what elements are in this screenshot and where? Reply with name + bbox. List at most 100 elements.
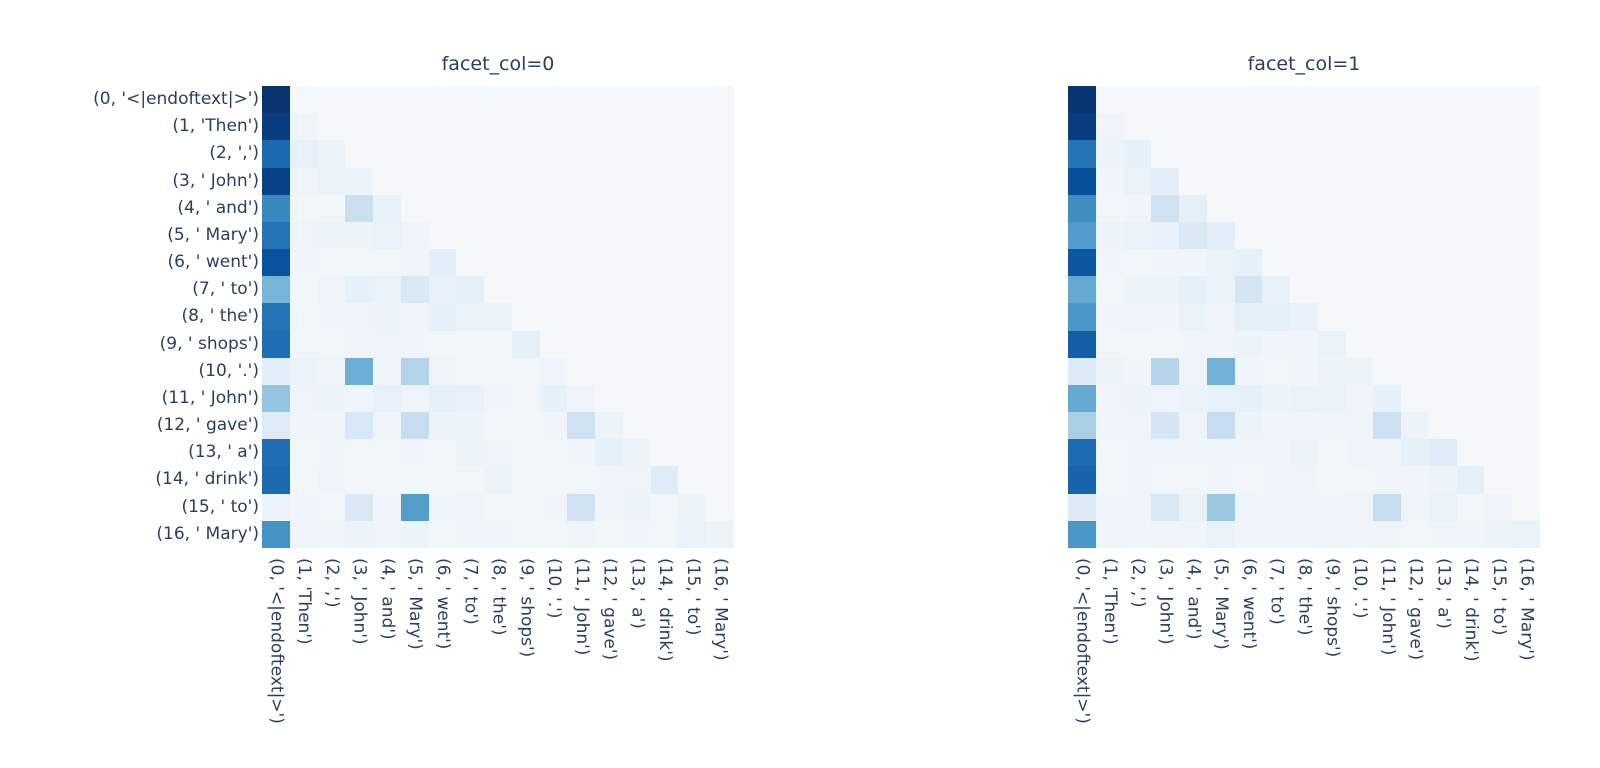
heatmap-cell[interactable] [539, 493, 568, 521]
heatmap-cell[interactable] [317, 303, 346, 331]
heatmap-cell[interactable] [1317, 412, 1346, 440]
heatmap-cell[interactable] [1151, 330, 1180, 358]
heatmap-cell[interactable] [622, 276, 651, 304]
heatmap-cell[interactable] [622, 86, 651, 114]
heatmap-cell[interactable] [1512, 439, 1540, 467]
heatmap-cell[interactable] [1234, 357, 1263, 385]
heatmap-cell[interactable] [373, 330, 401, 358]
heatmap-cell[interactable] [595, 520, 623, 548]
heatmap-cell[interactable] [1262, 140, 1291, 168]
heatmap-cell[interactable] [317, 384, 346, 413]
heatmap-cell[interactable] [1456, 140, 1485, 168]
heatmap-cell[interactable] [456, 276, 485, 304]
heatmap-cell[interactable] [1401, 140, 1429, 168]
heatmap-cell[interactable] [1317, 276, 1346, 304]
heatmap-cell[interactable] [317, 113, 346, 141]
heatmap-cell[interactable] [289, 140, 318, 168]
heatmap-cell[interactable] [1262, 194, 1291, 222]
heatmap-cell[interactable] [1512, 384, 1540, 413]
heatmap-cell[interactable] [595, 303, 623, 331]
heatmap-cell[interactable] [1428, 493, 1457, 521]
heatmap-cell[interactable] [262, 167, 290, 195]
heatmap-cell[interactable] [1151, 276, 1180, 304]
heatmap-cell[interactable] [1290, 384, 1318, 413]
heatmap-cell[interactable] [1234, 194, 1263, 222]
heatmap-cell[interactable] [1095, 412, 1124, 440]
heatmap-cell[interactable] [1345, 303, 1374, 331]
heatmap-cell[interactable] [678, 384, 707, 413]
heatmap-cell[interactable] [1234, 221, 1263, 250]
heatmap-cell[interactable] [262, 384, 290, 413]
heatmap-cell[interactable] [1151, 520, 1180, 548]
heatmap-cell[interactable] [289, 466, 318, 494]
heatmap-cell[interactable] [1428, 384, 1457, 413]
heatmap-cell[interactable] [706, 357, 734, 385]
heatmap-cell[interactable] [345, 384, 374, 413]
heatmap-cell[interactable] [484, 221, 512, 250]
heatmap-cell[interactable] [1401, 493, 1429, 521]
heatmap-cell[interactable] [1428, 276, 1457, 304]
heatmap-cell[interactable] [1456, 113, 1485, 141]
heatmap-cell[interactable] [622, 140, 651, 168]
heatmap-cell[interactable] [1428, 357, 1457, 385]
heatmap-cell[interactable] [1151, 86, 1180, 114]
heatmap-cell[interactable] [678, 303, 707, 331]
heatmap-cell[interactable] [650, 466, 679, 494]
heatmap-cell[interactable] [373, 167, 401, 195]
heatmap-cell[interactable] [1373, 276, 1402, 304]
heatmap-cell[interactable] [400, 466, 429, 494]
heatmap-cell[interactable] [650, 276, 679, 304]
heatmap-cell[interactable] [1401, 194, 1429, 222]
heatmap-cell[interactable] [1345, 249, 1374, 277]
heatmap-cell[interactable] [1456, 276, 1485, 304]
heatmap-cell[interactable] [1484, 357, 1513, 385]
heatmap-cell[interactable] [1345, 221, 1374, 250]
heatmap-cell[interactable] [1317, 439, 1346, 467]
heatmap-cell[interactable] [1345, 330, 1374, 358]
heatmap-cell[interactable] [373, 113, 401, 141]
heatmap-cell[interactable] [1068, 249, 1096, 277]
heatmap-cell[interactable] [428, 439, 457, 467]
heatmap-cell[interactable] [484, 140, 512, 168]
heatmap-cell[interactable] [1123, 303, 1152, 331]
heatmap-cell[interactable] [400, 303, 429, 331]
heatmap-cell[interactable] [650, 384, 679, 413]
heatmap-cell[interactable] [428, 167, 457, 195]
heatmap-cell[interactable] [1428, 167, 1457, 195]
heatmap-cell[interactable] [1512, 194, 1540, 222]
heatmap-cell[interactable] [678, 493, 707, 521]
heatmap-cell[interactable] [706, 194, 734, 222]
heatmap-cell[interactable] [262, 249, 290, 277]
heatmap-cell[interactable] [1512, 357, 1540, 385]
heatmap-cell[interactable] [400, 221, 429, 250]
heatmap-cell[interactable] [1095, 167, 1124, 195]
heatmap-cell[interactable] [1345, 384, 1374, 413]
heatmap-cell[interactable] [622, 113, 651, 141]
heatmap-cell[interactable] [345, 140, 374, 168]
heatmap-cell[interactable] [1401, 86, 1429, 114]
heatmap-cell[interactable] [345, 439, 374, 467]
heatmap-cell[interactable] [539, 167, 568, 195]
heatmap-cell[interactable] [345, 249, 374, 277]
heatmap-cell[interactable] [1373, 357, 1402, 385]
heatmap-cell[interactable] [650, 330, 679, 358]
heatmap-cell[interactable] [622, 249, 651, 277]
heatmap-cell[interactable] [1484, 493, 1513, 521]
heatmap-cell[interactable] [650, 221, 679, 250]
heatmap-cell[interactable] [1373, 520, 1402, 548]
heatmap-cell[interactable] [1179, 520, 1207, 548]
heatmap-cell[interactable] [1373, 249, 1402, 277]
heatmap-cell[interactable] [511, 140, 540, 168]
heatmap-cell[interactable] [539, 412, 568, 440]
heatmap-cell[interactable] [484, 412, 512, 440]
heatmap-cell[interactable] [1179, 357, 1207, 385]
heatmap-cell[interactable] [1290, 520, 1318, 548]
heatmap-cell[interactable] [650, 167, 679, 195]
heatmap-cell[interactable] [428, 113, 457, 141]
heatmap-cell[interactable] [289, 221, 318, 250]
heatmap-cell[interactable] [678, 412, 707, 440]
heatmap-cell[interactable] [1179, 194, 1207, 222]
heatmap-cell[interactable] [1484, 412, 1513, 440]
heatmap-cell[interactable] [1262, 86, 1291, 114]
heatmap-cell[interactable] [262, 86, 290, 114]
